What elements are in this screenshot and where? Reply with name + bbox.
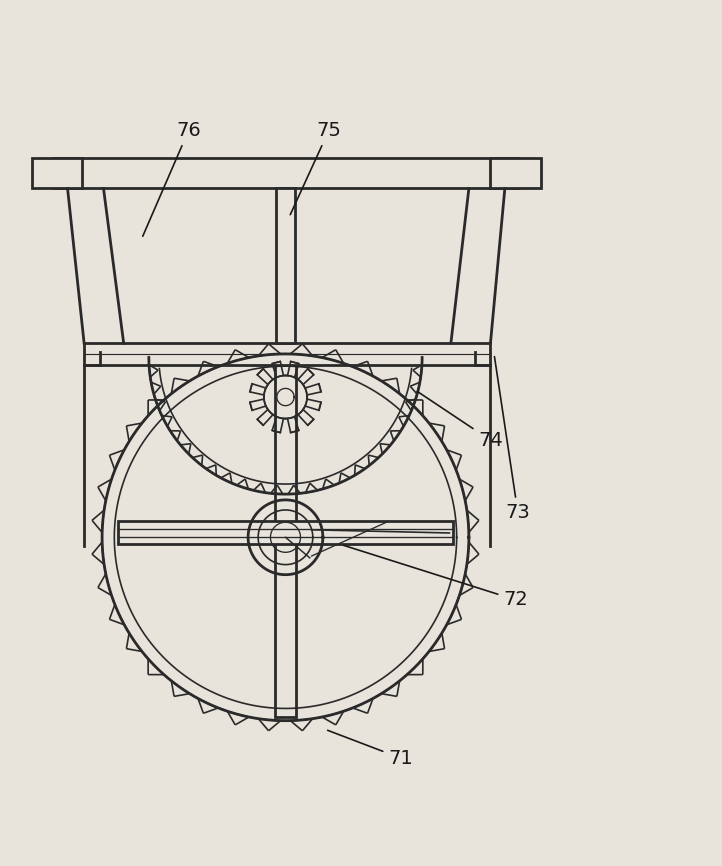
Bar: [275, 358, 295, 717]
Text: 74: 74: [417, 391, 503, 449]
Text: 72: 72: [344, 546, 528, 610]
Text: 76: 76: [143, 121, 201, 236]
Bar: [118, 521, 453, 545]
Bar: [276, 189, 295, 343]
Text: 73: 73: [495, 357, 530, 521]
Bar: [32, 158, 82, 189]
Bar: [53, 158, 519, 189]
Bar: [84, 343, 490, 365]
Text: 75: 75: [290, 121, 341, 215]
Text: 71: 71: [328, 730, 413, 767]
Bar: [490, 158, 541, 189]
